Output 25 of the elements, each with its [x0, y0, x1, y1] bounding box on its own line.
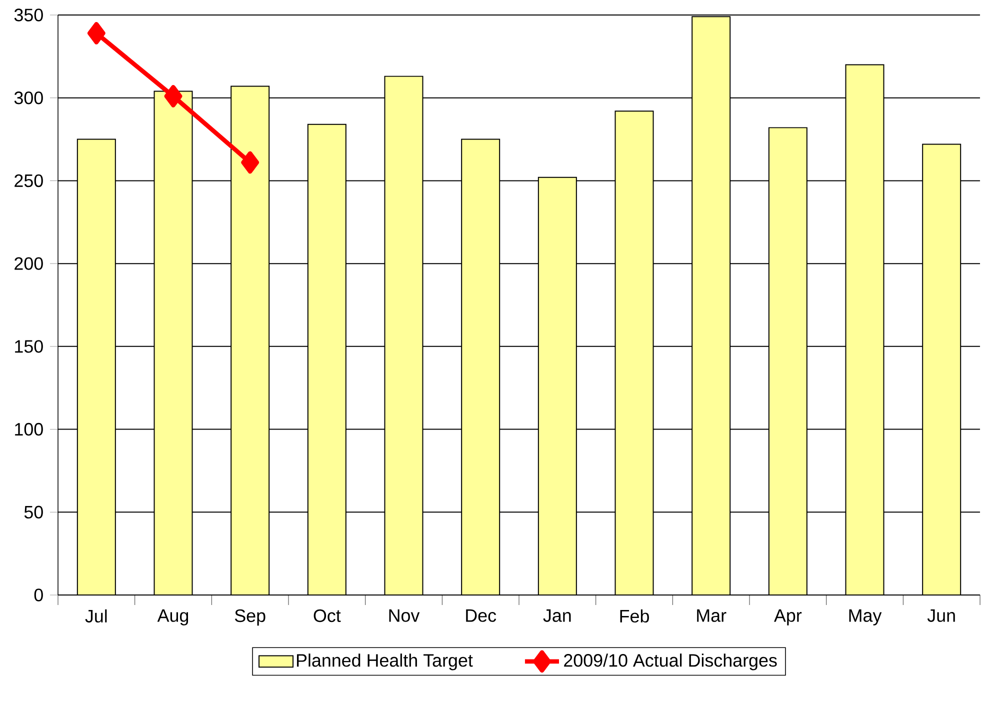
x-tick-label: Sep: [234, 609, 266, 626]
y-tick-label: 150: [15, 340, 43, 353]
x-tick-label: Jul: [85, 609, 107, 623]
y-tick-label: 200: [14, 257, 43, 270]
x-tick-label: Jun: [927, 609, 955, 622]
y-tick-label: 50: [24, 506, 43, 519]
y-tick-label: 300: [14, 92, 43, 104]
y-tick-label: 250: [14, 174, 43, 188]
x-tick-label: Mar: [697, 609, 726, 622]
legend-label: 2009/10 Actual Discharges: [564, 654, 777, 670]
point: [241, 151, 260, 174]
point: [164, 85, 182, 108]
y-tick-label: 350: [14, 8, 43, 22]
point: [87, 22, 106, 44]
x-tick-label: Aug: [157, 609, 188, 626]
y-tick-label: 100: [15, 422, 43, 436]
x-tick-label: Dec: [466, 609, 496, 622]
x-tick-label: May: [849, 609, 882, 626]
x-tick-label: Oct: [314, 609, 341, 622]
legend-label: Planned Health Target: [296, 654, 473, 670]
x-tick-label: Nov: [389, 609, 420, 622]
x-tick-label: Jan: [543, 609, 571, 622]
y-tick-label: 0: [34, 588, 43, 602]
x-tick-label: Apr: [774, 609, 802, 626]
x-tick-label: Feb: [620, 609, 649, 623]
